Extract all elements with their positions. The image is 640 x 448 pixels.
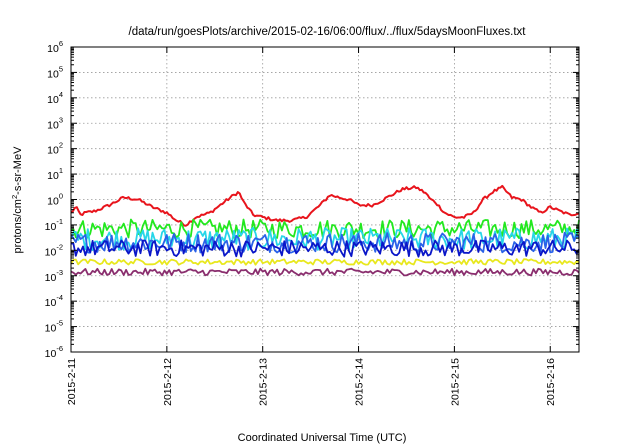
- x-axis: 2015-2-11 2015-2-12 2015-2-13 2015-2-14 2015…: [66, 47, 557, 406]
- y-tick-label: 103: [47, 115, 63, 131]
- y-tick-label: 10-5: [45, 319, 63, 335]
- x-axis-label: Coordinated Universal Time (UTC): [238, 432, 407, 444]
- y-tick-label: 104: [47, 90, 63, 106]
- y-tick-label: 10-2: [45, 242, 63, 258]
- chart-title: /data/run/goesPlots/archive/2015-02-16/0…: [129, 26, 527, 38]
- y-axis-label-superscript: 2: [10, 195, 19, 199]
- x-tick-label: 2015-2-13: [258, 358, 270, 406]
- y-tick-label: 100: [47, 192, 63, 208]
- y-tick-label: 10-1: [45, 217, 63, 233]
- y-axis-label-prefix: protons/cm: [12, 199, 24, 253]
- x-tick-label: 2015-2-15: [449, 358, 461, 406]
- y-tick-label: 10-4: [45, 293, 63, 309]
- series-line: [70, 184, 580, 227]
- series-group: [70, 184, 580, 277]
- y-axis-label: protons/cm2-s-sr-MeV: [10, 146, 24, 254]
- x-tick-label: 2015-2-16: [545, 358, 557, 406]
- series-line: [70, 267, 580, 277]
- series-line: [70, 258, 580, 266]
- y-tick-label: 102: [47, 141, 63, 157]
- y-tick-label: 10-6: [45, 344, 63, 360]
- x-tick-label: 2015-2-12: [162, 358, 174, 406]
- y-tick-label: 105: [47, 64, 63, 80]
- y-tick-label: 10-3: [45, 268, 63, 284]
- y-tick-label: 106: [47, 39, 63, 55]
- x-tick-label: 2015-2-11: [66, 358, 78, 405]
- x-tick-label: 2015-2-14: [354, 358, 366, 406]
- y-axis-label-suffix: -s-sr-MeV: [12, 146, 24, 195]
- series-line: [70, 239, 580, 258]
- y-tick-label: 101: [47, 166, 63, 182]
